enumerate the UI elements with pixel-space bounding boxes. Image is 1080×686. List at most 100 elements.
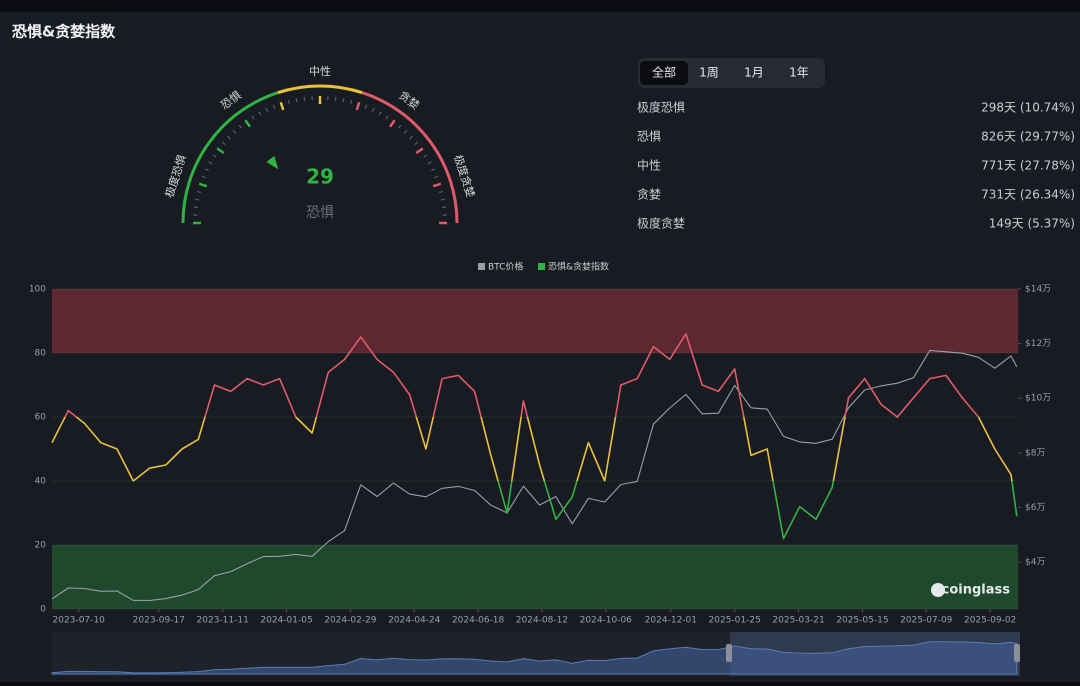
gauge-label: 中性 <box>309 64 331 78</box>
stat-value: 771天 (27.78%) <box>981 159 1075 173</box>
gauge-tick <box>196 190 202 193</box>
gauge-tick <box>409 135 413 140</box>
gauge-tick <box>440 198 445 201</box>
gauge-tick <box>195 198 200 201</box>
y2-tick-label: $10万 <box>1025 394 1051 404</box>
gauge-tick <box>198 182 208 188</box>
y2-tick-label: $4万 <box>1025 558 1045 568</box>
navigator-handle[interactable] <box>1014 644 1020 662</box>
x-tick-label: 2025-07-09 <box>900 616 953 626</box>
gauge-tick <box>303 96 306 102</box>
gauge-tick <box>378 111 382 116</box>
x-tick-label: 2024-08-12 <box>516 616 568 626</box>
gauge-arc <box>181 91 279 224</box>
tab[interactable]: 全部 <box>652 65 676 80</box>
gauge-tick <box>441 206 447 209</box>
gauge-tick <box>201 175 206 179</box>
y-tick-label: 60 <box>35 413 47 423</box>
gauge-tick <box>334 96 337 102</box>
y2-tick-label: $6万 <box>1025 503 1045 513</box>
gauge-tick <box>350 99 353 105</box>
y-tick-label: 100 <box>29 285 46 295</box>
gauge-tick <box>238 124 243 129</box>
gauge-tick <box>355 101 361 111</box>
fear-greed-line <box>51 333 1018 540</box>
x-tick-label: 2024-01-05 <box>260 616 312 626</box>
navigator-area <box>51 641 1018 675</box>
gauge-tick <box>388 119 396 128</box>
gauge-tick <box>371 107 375 112</box>
btc-price-line <box>51 349 1018 602</box>
watermark: coinglass <box>942 583 1011 598</box>
stat-value: 298天 (10.74%) <box>981 101 1075 115</box>
greed-band <box>52 289 1018 353</box>
stat-label: 极度恐惧 <box>637 100 685 115</box>
fear-band <box>52 545 1018 609</box>
gauge-tick <box>431 168 436 172</box>
y-tick-label: 0 <box>40 605 46 615</box>
gauge-arc <box>277 84 363 95</box>
stat-value: 731天 (26.34%) <box>981 188 1075 202</box>
x-tick-label: 2024-12-01 <box>645 616 697 626</box>
stat-value: 149天 (5.37%) <box>989 217 1075 231</box>
legend-label: 恐惧&贪婪指数 <box>548 261 609 273</box>
gauge-tick <box>227 135 231 140</box>
gauge-tick <box>193 206 199 209</box>
x-tick-label: 2023-07-10 <box>53 616 106 626</box>
gauge-tick <box>403 130 408 134</box>
gauge-tick <box>438 190 444 193</box>
gauge-tick <box>272 104 276 109</box>
tab[interactable]: 1月 <box>744 66 764 80</box>
y2-tick-label: $12万 <box>1025 339 1051 349</box>
gauge-tick <box>414 141 419 146</box>
x-tick-label: 2024-04-24 <box>388 616 441 626</box>
gauge-tick <box>397 124 402 129</box>
x-tick-label: 2025-09-02 <box>964 616 1016 626</box>
y2-tick-label: $8万 <box>1025 448 1045 458</box>
gauge-tick <box>251 115 255 120</box>
x-tick-label: 2025-03-21 <box>772 616 824 626</box>
gauge-tick <box>221 141 226 146</box>
legend-swatch <box>538 263 545 270</box>
tab[interactable]: 1周 <box>699 66 719 80</box>
gauge-value-label: 恐惧 <box>306 205 334 221</box>
y-tick-label: 40 <box>35 477 47 487</box>
gauge-tick <box>432 182 442 188</box>
gauge-tick <box>212 154 217 158</box>
gauge-tick <box>427 161 432 165</box>
page-title: 恐惧&贪婪指数 <box>12 23 116 41</box>
stat-label: 中性 <box>637 158 661 173</box>
tab[interactable]: 1年 <box>789 66 809 80</box>
gauge-tick <box>342 98 345 103</box>
gauge-tick <box>232 130 237 134</box>
gauge-tick <box>279 101 285 111</box>
stat-label: 贪婪 <box>637 187 661 202</box>
legend-swatch <box>478 263 485 270</box>
gauge-tick <box>265 107 269 112</box>
panel <box>0 12 1080 682</box>
y2-tick-label: $14万 <box>1025 285 1051 295</box>
gauge-tick <box>258 111 262 116</box>
gauge-tick <box>364 104 368 109</box>
gauge-tick <box>415 147 424 155</box>
gauge-tick <box>244 119 252 128</box>
gauge-value: 29 <box>306 165 334 189</box>
gauge-tick <box>204 168 209 172</box>
tab-active <box>640 61 688 85</box>
gauge-tick <box>423 154 428 158</box>
watermark-logo <box>931 583 945 597</box>
gauge-tick <box>385 115 389 120</box>
stat-label: 恐惧 <box>637 129 661 144</box>
gauge-tick <box>208 161 213 165</box>
x-tick-label: 2024-02-29 <box>324 616 377 626</box>
y-tick-label: 80 <box>35 349 47 359</box>
x-tick-label: 2025-05-15 <box>836 616 888 626</box>
stat-value: 826天 (29.77%) <box>981 130 1075 144</box>
navigator-handle[interactable] <box>726 644 732 662</box>
x-tick-label: 2025-01-25 <box>709 616 761 626</box>
gauge-tick <box>287 99 290 105</box>
legend-label: BTC价格 <box>488 261 523 273</box>
gauge-arc <box>361 91 459 224</box>
x-tick-label: 2024-06-18 <box>452 616 505 626</box>
